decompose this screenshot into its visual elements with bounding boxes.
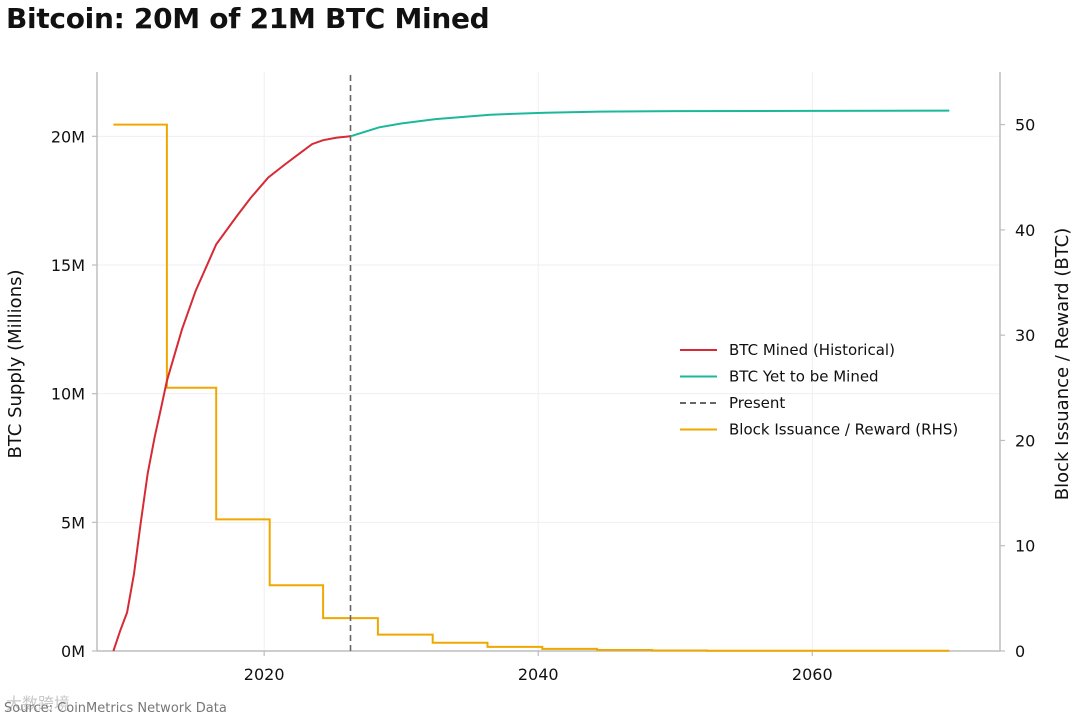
y2-tick-label: 50 (1015, 116, 1035, 135)
legend-label: BTC Yet to be Mined (729, 368, 879, 386)
grid (97, 72, 1000, 652)
y-tick-label: 15M (51, 256, 85, 275)
series (112, 72, 950, 652)
legend-label: Block Issuance / Reward (RHS) (729, 421, 958, 439)
y2-axis-title: Block Issuance / Reward (BTC) (1052, 228, 1073, 500)
y2-tick-label: 40 (1015, 221, 1035, 240)
x-tick-label: 2060 (792, 665, 833, 684)
series-btc-mined-historical (112, 135, 351, 652)
y-tick-label: 10M (51, 385, 85, 404)
y-tick-label: 0M (61, 642, 85, 661)
legend-label: Present (729, 394, 785, 412)
y2-tick-label: 30 (1015, 326, 1035, 345)
series-btc-yet-to-be-mined (350, 109, 950, 138)
series-block-issuance (113, 123, 950, 652)
legend: BTC Mined (Historical) BTC Yet to be Mine… (680, 341, 958, 439)
y-tick-label: 5M (61, 513, 85, 532)
legend-label: BTC Mined (Historical) (729, 341, 895, 359)
y2-tick-label: 0 (1015, 642, 1025, 661)
y-axis-title: BTC Supply (Millions) (5, 269, 26, 458)
x-tick-label: 2040 (518, 665, 559, 684)
axes (92, 72, 1005, 656)
y-tick-label: 20M (51, 127, 85, 146)
watermark: 大数跨境 (6, 694, 71, 713)
y2-tick-label: 10 (1015, 537, 1035, 556)
y2-tick-label: 20 (1015, 431, 1035, 450)
source-note: Source: CoinMetrics Network Data (4, 701, 227, 716)
tick-labels: 0M 5M 10M 15M 20M 0 10 20 30 40 50 2020 2040 2060 (51, 116, 1036, 684)
x-tick-label: 2020 (244, 665, 285, 684)
chart-title: Bitcoin: 20M of 21M BTC Mined (6, 2, 490, 35)
